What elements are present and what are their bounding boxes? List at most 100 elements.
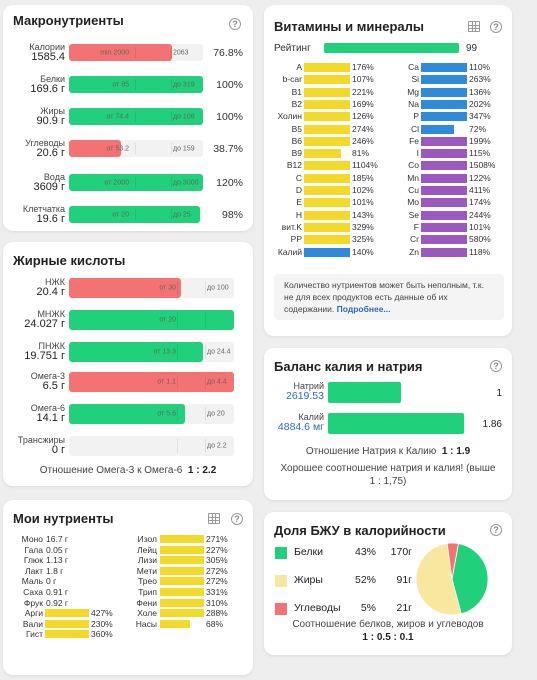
mineral-name: Cr: [410, 234, 419, 245]
mineral-value: 115%: [469, 148, 491, 159]
fatty-name: Омега-6: [30, 403, 65, 413]
fatty-fill: [69, 404, 185, 424]
mineral-value: 72%: [469, 123, 487, 134]
vitamin-bar: [304, 136, 350, 146]
bju-name: Белки: [294, 546, 323, 558]
bju-percent: 43%: [354, 546, 376, 558]
my-nutrients-card: Мои нутриенты ? Моно 16.7 г Гала 0.05 г Глюк…: [3, 500, 253, 675]
fatty-min-label: от 5.6: [157, 410, 176, 418]
fatty-max-label: до 20: [207, 410, 225, 418]
my-nutrients-title: Мои нутриенты: [13, 511, 114, 526]
vitamin-bar: [304, 210, 350, 220]
table-icon[interactable]: [468, 21, 480, 32]
vitamin-bar: [304, 87, 350, 97]
fatty-max-line: [205, 439, 206, 453]
macro-name: Калории: [29, 42, 65, 52]
rating-value: 99: [466, 43, 478, 54]
balance-value: 4884.6 мг: [277, 421, 324, 433]
help-icon[interactable]: ?: [490, 524, 502, 536]
sodium-potassium-ratio: Отношение Натрия к Калию 1 : 1.9: [264, 446, 512, 457]
potassium-sodium-card: Баланс калия и натрия ? Натрий 2619.53 1 Ка…: [264, 348, 512, 500]
vitamin-name: B12: [286, 160, 302, 171]
mineral-bar: [421, 75, 467, 85]
vitamin-name: вит.K: [281, 221, 302, 232]
balance-value: 2619.53: [286, 390, 324, 402]
my-nutrient-bar: [160, 556, 204, 565]
macro-percent: 120%: [216, 177, 243, 189]
mineral-value: 101%: [469, 221, 491, 232]
help-icon[interactable]: ?: [490, 21, 502, 33]
fatty-value: 0 г: [51, 444, 65, 456]
fatty-value: 6.5 г: [42, 380, 65, 392]
vitamin-value: 246%: [352, 135, 374, 146]
my-nutrient-value: 331%: [206, 587, 228, 597]
macro-min-label: от 74.4: [106, 113, 129, 120]
fatty-max-line: [205, 281, 206, 295]
mineral-bar: [421, 87, 467, 97]
bju-swatch: [275, 575, 287, 587]
my-nutrient-name: Трео: [138, 576, 157, 587]
macro-fill: [69, 206, 201, 223]
mineral-value: 347%: [469, 111, 491, 122]
help-icon[interactable]: ?: [490, 360, 502, 372]
ratio-value: 1 : 1.9: [441, 446, 471, 457]
help-icon[interactable]: ?: [231, 513, 243, 525]
my-nutrient-bar: [160, 609, 204, 618]
mineral-name: Cl: [410, 123, 419, 134]
mineral-name: Si: [411, 74, 419, 85]
mineral-bar: [421, 161, 467, 171]
note-more-link[interactable]: Подробнее...: [336, 304, 391, 314]
fatty-min-line: [177, 345, 178, 359]
bju-ratio-label: Соотношение белков, жиров и углеводов: [292, 619, 484, 630]
vitamins-minerals-title: Витамины и минералы: [274, 19, 424, 34]
macro-fill: [69, 44, 172, 61]
my-nutrient-name: Холе: [137, 608, 157, 619]
omega-ratio-label: Отношение Омега-3 к Омега-6: [39, 465, 183, 476]
macro-calorie-share-title: Доля БЖУ в калорийности: [274, 523, 446, 538]
macro-min-label: от 53.2: [106, 145, 129, 152]
macronutrients-title: Макронутриенты: [13, 13, 124, 28]
bju-name: Жиры: [294, 574, 323, 586]
table-icon[interactable]: [208, 513, 220, 524]
my-nutrient-name: Лакт: [24, 565, 43, 576]
fatty-fill: [69, 342, 203, 362]
vitamin-name: PP: [290, 234, 302, 245]
macro-track: от 74.4 до 106: [69, 108, 203, 125]
macro-name: Вода: [43, 172, 65, 182]
my-nutrient-name: Лейц: [137, 544, 157, 555]
fatty-value: 20.4 г: [36, 286, 65, 298]
macro-max-line: [171, 79, 172, 90]
macro-max-label: до 319: [173, 81, 195, 88]
my-nutrient-value: 230%: [91, 618, 113, 629]
note-text: Количество нутриентов может быть неполны…: [284, 280, 484, 314]
fatty-min-line: [177, 407, 178, 421]
fatty-track: от 20: [69, 310, 234, 330]
macro-percent: 38.7%: [213, 143, 243, 155]
macro-max-label: 2063: [173, 49, 189, 56]
my-nutrient-name: Насы: [135, 618, 157, 629]
vitamins-minerals-card: Витамины и минералы ? Рейтинг 99 A 176% b-…: [264, 5, 512, 336]
mineral-name: Fe: [409, 135, 419, 146]
vitamin-value: 274%: [352, 123, 374, 134]
my-nutrient-value: 0.05 г: [46, 544, 69, 555]
vitamin-bar: [304, 149, 342, 159]
mineral-value: 263%: [469, 74, 491, 85]
mineral-bar: [421, 124, 455, 134]
mineral-name: P: [413, 111, 419, 122]
my-nutrient-name: Гист: [25, 629, 43, 640]
vitamin-bar: [304, 235, 350, 245]
fatty-acids-title: Жирные кислоты: [13, 253, 126, 268]
help-icon[interactable]: ?: [229, 18, 241, 30]
mineral-bar: [421, 112, 467, 122]
fatty-min-label: от 20: [159, 316, 176, 324]
fatty-fill: [69, 310, 234, 330]
my-nutrient-name: Лизи: [138, 555, 157, 566]
vitamin-bar: [304, 173, 350, 183]
fatty-value: 19.751 г: [24, 350, 65, 362]
fatty-min-label: от 30: [159, 284, 176, 292]
macro-max-line: [171, 209, 172, 220]
mineral-name: Mn: [407, 172, 419, 183]
fatty-max-label: до 4.4: [207, 378, 227, 386]
macro-percent: 100%: [216, 111, 243, 123]
fatty-max-label: до 100: [207, 284, 229, 292]
